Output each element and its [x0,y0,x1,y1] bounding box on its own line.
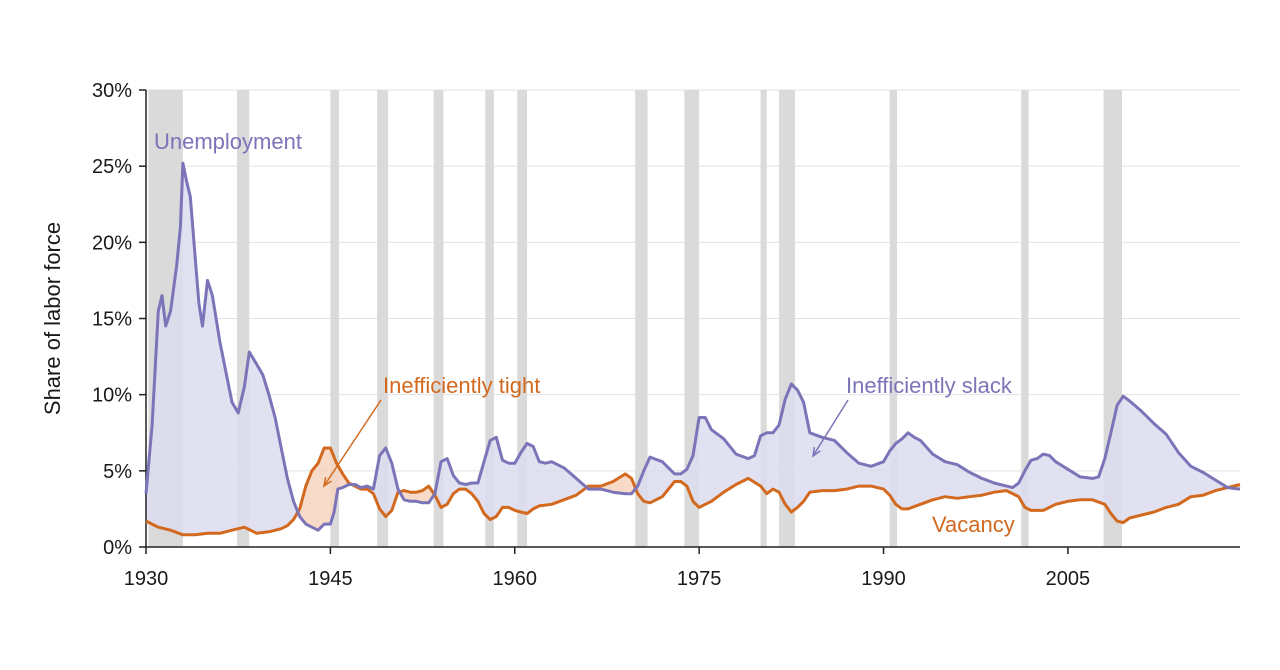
x-tick-label: 1975 [677,568,722,590]
x-tick-label: 1930 [124,568,169,590]
recession-bar [1021,90,1029,547]
y-tick-label: 25% [92,156,132,178]
y-tick-label: 30% [92,80,132,102]
x-tick-label: 1945 [308,568,353,590]
tight-area [400,486,435,503]
vacancy-label: Vacancy [932,512,1015,537]
vacancy-line [145,446,1241,537]
y-tick-label: 5% [103,461,132,483]
slack-arrow [812,399,849,457]
recession-bar [433,90,444,547]
tick-labels: 0% 5% 10% 15% 20% 25% 30% 1930 1945 1960 1975 1990 2… [92,80,1090,590]
unemployment-line [144,161,1241,532]
series-lines [144,161,1241,537]
recession-bar [485,90,494,547]
recession-bar [330,90,339,547]
slack-area [434,437,588,520]
inefficiently-slack-label: Inefficiently slack [846,373,1013,398]
x-tick-label: 1990 [861,568,906,590]
tight-arrow [323,399,382,487]
y-tick-label: 10% [92,385,132,407]
slack-area [352,448,401,517]
y-tick-label: 0% [103,537,132,559]
recession-bar [377,90,389,547]
unemployment-label: Unemployment [154,129,302,154]
inefficiently-tight-label: Inefficiently tight [383,373,540,398]
arrow-tight-head [322,477,332,488]
recession-bar [760,90,767,547]
slack-area [146,163,299,535]
y-tick-label: 20% [92,232,132,254]
x-tick-label: 1960 [493,568,538,590]
recession-bar [889,90,898,547]
y-axis-title: Share of labor force [40,222,65,415]
slack-area [636,384,1229,523]
y-tick-label: 15% [92,309,132,331]
recession-bar [517,90,528,547]
x-tick-label: 2005 [1046,568,1091,590]
annotations: Unemployment Inefficiently tight Ineffic… [154,129,1015,537]
arrow-slack-head [811,446,821,458]
recession-bar [635,90,648,547]
gap-fills [146,163,1240,535]
